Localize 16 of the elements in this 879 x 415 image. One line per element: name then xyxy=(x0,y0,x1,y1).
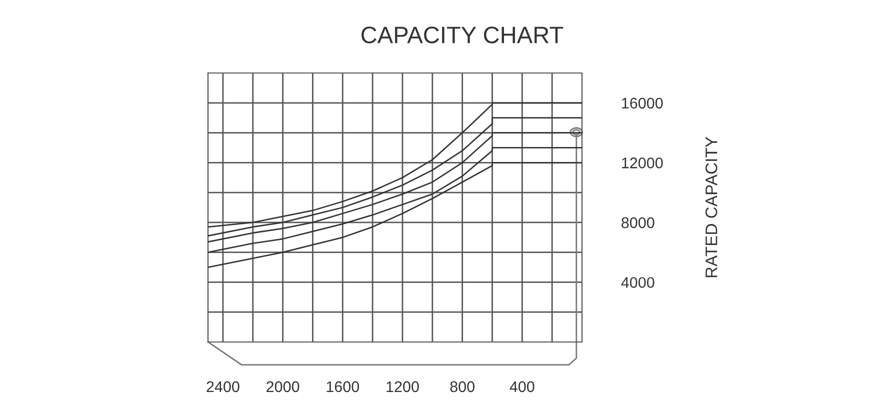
y-tick-label: 4000 xyxy=(621,277,654,288)
x-tick-label: 800 xyxy=(450,381,474,392)
y-tick-label: 8000 xyxy=(622,217,654,228)
line-series xyxy=(208,162,582,268)
line-series xyxy=(208,102,582,228)
y-tick-label: 16000 xyxy=(622,98,663,109)
x-tick-label: 1600 xyxy=(326,381,360,392)
x-tick-label: 2000 xyxy=(266,381,300,392)
y-tick-label: 12000 xyxy=(622,158,663,168)
x-tick-label: 400 xyxy=(510,381,534,392)
x-tick-label: 2400 xyxy=(206,381,240,392)
line-series xyxy=(208,117,582,237)
y-axis-title: RATED CAPACITY xyxy=(705,136,718,278)
x-tick-label: 1200 xyxy=(386,381,419,392)
line-series xyxy=(208,147,582,254)
chart-title: CAPACITY CHART xyxy=(362,26,564,44)
